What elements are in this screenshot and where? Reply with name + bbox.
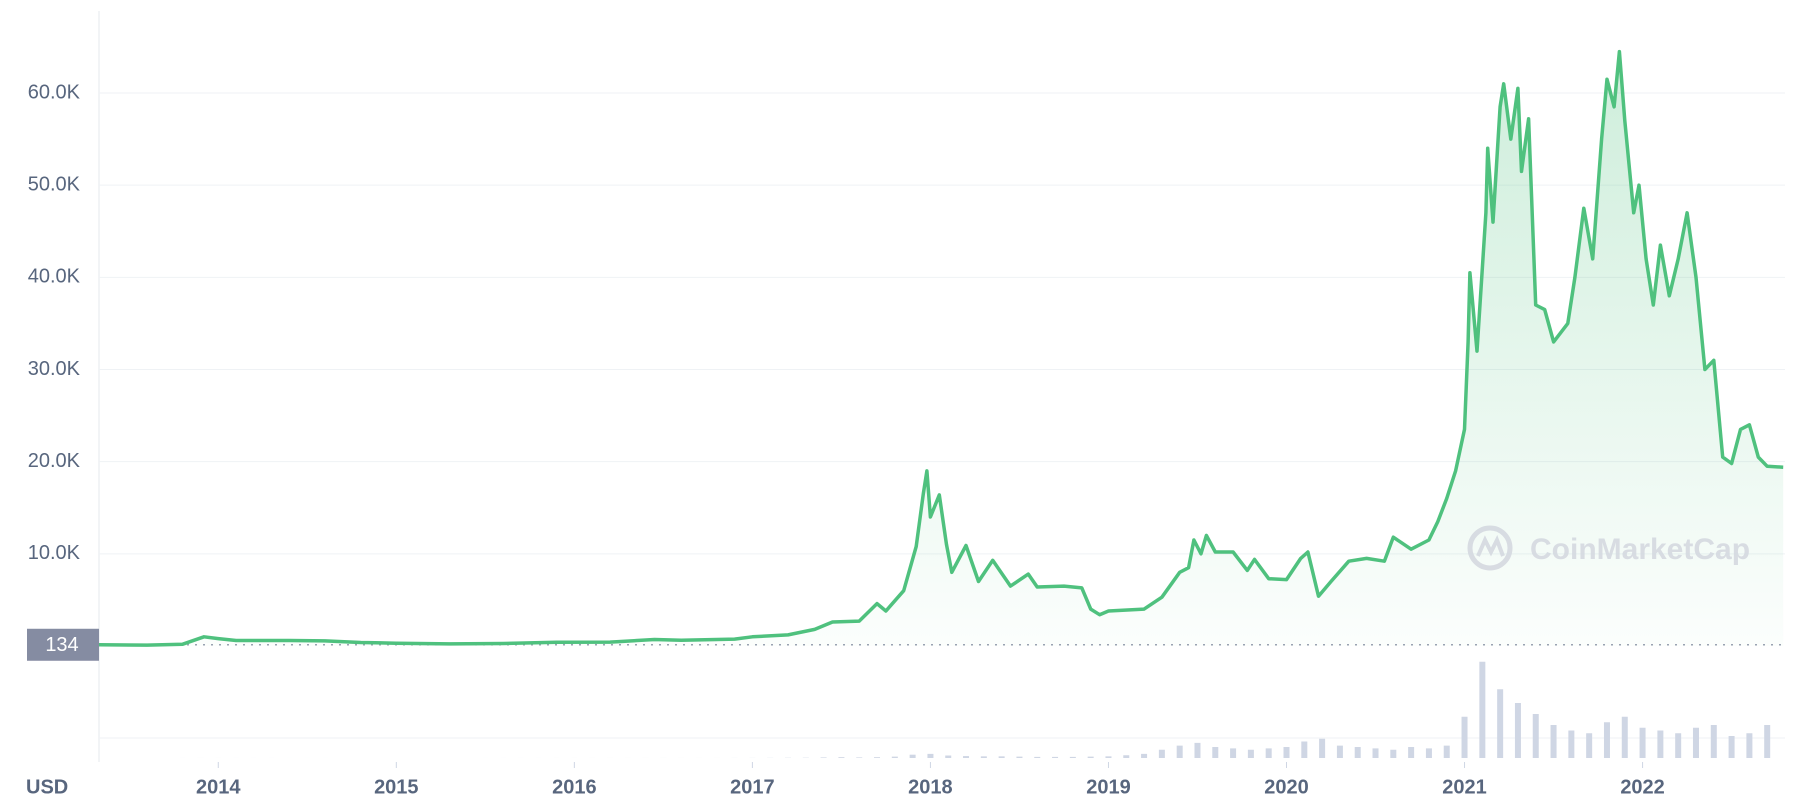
volume-bar <box>998 756 1005 758</box>
volume-bar <box>1639 727 1646 758</box>
volume-bar <box>1425 748 1432 758</box>
volume-bar <box>1301 741 1308 758</box>
volume-bar <box>1176 745 1183 758</box>
volume-bar <box>980 756 987 758</box>
volume-bar <box>1568 730 1575 758</box>
start-price-box <box>27 628 99 661</box>
y-tick-label: 60.0K <box>28 81 81 103</box>
x-tick-label: 2020 <box>1264 776 1309 798</box>
x-tick-label: 2018 <box>908 776 953 798</box>
volume-bar <box>1247 749 1254 758</box>
volume-bar <box>874 757 881 758</box>
volume-bar <box>1746 733 1753 758</box>
volume-bar <box>1603 722 1610 758</box>
volume-bar <box>1212 747 1219 758</box>
volume-bar <box>1194 742 1201 758</box>
watermark-logo <box>1467 525 1513 571</box>
volume-bar <box>1390 749 1397 758</box>
volume-bar <box>1728 736 1735 758</box>
y-tick-label: 10.0K <box>28 542 81 564</box>
volume-bar <box>1283 747 1290 758</box>
x-tick-label: 2019 <box>1086 776 1131 798</box>
x-tick-label: 2022 <box>1620 776 1665 798</box>
x-tick-label: 2021 <box>1442 776 1487 798</box>
volume-bar <box>1034 756 1041 758</box>
volume-bar <box>1764 725 1771 758</box>
volume-bar <box>1514 703 1521 758</box>
watermark-text: CoinMarketCap <box>1530 533 1750 566</box>
volume-bar <box>1336 745 1343 758</box>
x-tick-label: 2015 <box>374 776 419 798</box>
volume-bar <box>838 757 845 758</box>
volume-bar <box>1123 755 1130 758</box>
volume-bar <box>1532 714 1539 758</box>
price-line <box>98 49 1784 647</box>
volume-bar <box>1141 753 1148 758</box>
volume-bar <box>945 755 952 758</box>
y-tick-label: 40.0K <box>28 266 81 288</box>
start-price-label: 134 <box>45 634 78 656</box>
x-tick-label: 2016 <box>552 776 597 798</box>
volume-bar <box>1158 749 1165 758</box>
volume-bar <box>1265 748 1272 758</box>
volume-bar <box>1621 716 1628 758</box>
volume-bar <box>1016 756 1023 758</box>
y-tick-label: 20.0K <box>28 450 81 472</box>
volume-bar <box>963 756 970 758</box>
watermark: CoinMarketCap <box>1467 525 1750 571</box>
volume-bar <box>909 754 916 758</box>
volume-bar <box>1069 756 1076 758</box>
volume-bar <box>927 753 934 758</box>
volume-bar <box>1461 716 1468 758</box>
volume-bar <box>1052 756 1059 758</box>
volume-bar <box>820 757 827 758</box>
volume-bar <box>1230 748 1237 758</box>
volume-bar <box>1443 745 1450 758</box>
y-tick-label: 30.0K <box>28 358 81 380</box>
volume-bar <box>1354 747 1361 758</box>
volume-bar <box>856 757 863 758</box>
volume-bar <box>1372 748 1379 758</box>
watermark-logo <box>1476 535 1505 557</box>
currency-label: USD <box>26 776 68 798</box>
volume-bar <box>1105 756 1112 758</box>
volume-bar <box>1479 661 1486 758</box>
volume-bar <box>891 756 898 758</box>
y-tick-label: 50.0K <box>28 173 81 195</box>
area-fill <box>99 51 1784 647</box>
x-tick-label: 2014 <box>196 776 241 798</box>
x-tick-label: 2017 <box>730 776 775 798</box>
volume-bar <box>1692 727 1699 758</box>
volume-bar <box>1586 733 1593 758</box>
volume-bar <box>1675 733 1682 758</box>
volume-bar <box>1408 747 1415 758</box>
volume-bar <box>1319 738 1326 758</box>
volume-bar <box>1550 725 1557 758</box>
volume-bar <box>1087 756 1094 758</box>
volume-bar <box>1710 725 1717 758</box>
volume-bar <box>1657 730 1664 758</box>
volume-bar <box>1497 689 1504 758</box>
